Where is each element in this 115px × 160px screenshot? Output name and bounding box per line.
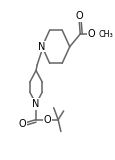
Text: N: N <box>38 42 45 52</box>
Text: N: N <box>32 99 39 109</box>
Text: CH₃: CH₃ <box>97 29 112 39</box>
Text: O: O <box>43 115 51 125</box>
Text: O: O <box>18 119 26 129</box>
Text: O: O <box>75 11 83 21</box>
Text: O: O <box>87 29 95 39</box>
